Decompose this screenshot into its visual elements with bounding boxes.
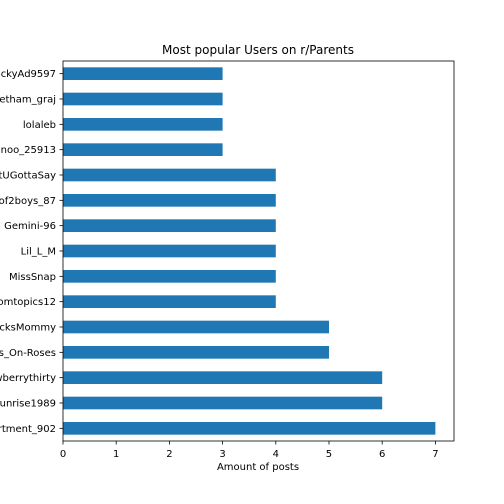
category-label: etham_graj (0, 95, 56, 106)
bar (63, 396, 383, 410)
category-label: cksMommy (0, 323, 56, 334)
x-axis-label: Amount of posts (217, 462, 299, 473)
plot-frame (62, 60, 455, 442)
chart-title: Most popular Users on r/Parents (162, 43, 354, 57)
bar (63, 118, 223, 131)
category-label: MissSnap (9, 272, 56, 283)
x-tick-label: 4 (273, 449, 279, 460)
category-label: noo_25913 (1, 145, 56, 156)
category-label: unrise1989 (0, 399, 56, 410)
bar (63, 346, 329, 359)
category-label: Gemini-96 (4, 221, 56, 232)
bar (63, 320, 329, 334)
category-label: Lil_L_M (21, 247, 56, 258)
category-label: lolaleb (23, 120, 56, 131)
bar (63, 143, 223, 156)
bar (63, 67, 223, 80)
bar (63, 244, 276, 258)
x-tick-label: 3 (219, 449, 225, 460)
category-label: tUGottaSay (0, 171, 56, 182)
x-tick-label: 1 (113, 449, 119, 460)
bar (63, 295, 276, 308)
x-tick-label: 5 (326, 449, 332, 460)
category-label: of2boys_87 (0, 196, 56, 207)
category-label: wberrythirty (0, 373, 56, 384)
category-label: rtment_902 (0, 424, 56, 435)
bar (63, 194, 276, 207)
category-label: s_On-Roses (0, 348, 56, 359)
category-label: omtopics12 (0, 297, 56, 308)
category-label: ckyAd9597 (1, 69, 56, 80)
x-axis-ticks-group: 0 1 2 3 4 5 6 7 (60, 441, 439, 460)
bar (63, 168, 276, 182)
x-tick-label: 0 (60, 449, 66, 460)
bar (63, 270, 276, 283)
bar (63, 422, 436, 435)
x-tick-label: 6 (379, 449, 385, 460)
bar (63, 371, 383, 384)
bars-group (63, 67, 436, 435)
x-tick-label: 7 (432, 449, 438, 460)
bar (63, 92, 223, 106)
x-tick-label: 2 (166, 449, 172, 460)
bar (63, 219, 276, 232)
